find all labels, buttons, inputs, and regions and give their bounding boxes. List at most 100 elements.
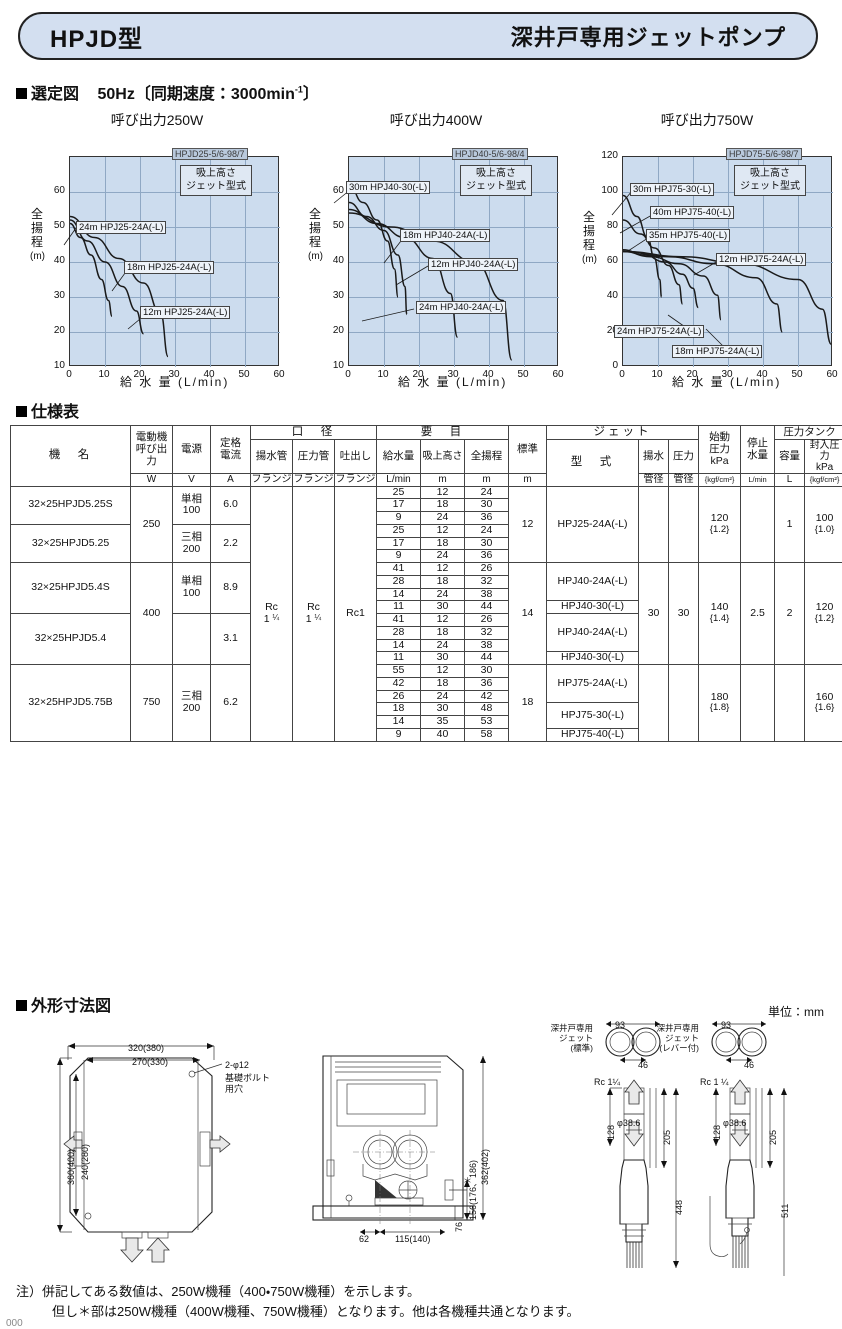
cell-supply-rate: 17: [376, 498, 422, 513]
gridline-horizontal: [623, 332, 833, 333]
table-row: 9 24 36: [11, 511, 842, 525]
cell-model-name: 32×25HPJD5.25S: [10, 485, 131, 525]
front-width-outer-label: 320(380): [128, 1043, 165, 1053]
chart-750w-title: 呼び出力750W: [660, 112, 754, 128]
footnotes: 注）併記してある数値は、250W機種（400・750W機種）を示します。 但し＊…: [16, 1282, 580, 1322]
table-row: 26 24 42: [11, 689, 842, 704]
chart-250w-legend: 吸上高さ ジェット型式: [180, 165, 252, 196]
side-width-b-label: 115(140): [395, 1234, 431, 1244]
cell-motor-rated: 750: [130, 664, 173, 742]
th-std-push-unit: m: [508, 473, 548, 487]
y-axis-tick-label: 0: [612, 360, 618, 371]
cell-total-head: 30: [464, 536, 510, 551]
th-tank-precharge-l1: 封入圧力: [809, 439, 840, 463]
cell-start-press: 120 {1.2}: [698, 485, 742, 564]
jet-standard-label-2: ジェット: [558, 1033, 593, 1044]
cell-suction-height: 24: [420, 689, 466, 704]
th-jet-lift-bore: 揚水: [638, 438, 670, 475]
cell-power: 三相 200: [172, 523, 211, 564]
curve-label: 35m HPJ75-40(-L): [646, 229, 731, 242]
gridline-horizontal: [70, 227, 280, 228]
th-suction-height: 吸上高さ: [420, 438, 466, 475]
cell-std-push: 14: [508, 562, 548, 666]
th-tank-precharge: 封入圧力 kPa: [804, 438, 842, 475]
cell-supply-rate: 11: [376, 600, 422, 615]
x-axis-tick-label: 30: [447, 369, 459, 380]
cell-jet-lift-bore: 30: [638, 562, 670, 666]
cell-suction-height: 30: [420, 651, 466, 666]
cell-suction-height: 12: [420, 664, 466, 678]
cell-supply-rate: 41: [376, 613, 422, 627]
cell-tank-precharge: 120 {1.2}: [804, 562, 842, 666]
cell-total-head: 26: [464, 613, 510, 627]
cell-bore-lift: Rc 1 ¼: [250, 485, 293, 742]
th-motor-l1: 電動機: [135, 431, 168, 444]
th-current-unit-row: A: [210, 473, 251, 487]
side-width-a-label: 62: [359, 1234, 370, 1244]
gridline-horizontal: [623, 227, 833, 228]
cell-jet-model: HPJ25-24A(-L): [546, 485, 640, 564]
gridline-horizontal: [349, 332, 559, 333]
th-bore-lift: 揚水管: [250, 438, 293, 475]
cell-supply-rate: 9: [376, 727, 422, 742]
freq-label: 50Hz: [97, 86, 135, 103]
x-axis-tick-label: 60: [826, 369, 838, 380]
y-axis-tick-label: 60: [53, 185, 65, 196]
jet-standard-thread-label: Rc 1¼: [594, 1077, 621, 1087]
th-current-l1: 定格: [220, 436, 241, 449]
th-total-head-unit: m: [464, 473, 510, 487]
th-jet-lift-bore-2: 管径: [638, 473, 670, 487]
cell-suction-height: 24: [420, 587, 466, 602]
side-height-total-label: 362(402): [480, 1148, 490, 1185]
curve-18m HPJ25-24A(-L): [69, 219, 145, 335]
th-stop-flow-l1: 停止: [747, 436, 769, 449]
front-view-drawing: [57, 1043, 231, 1263]
th-model-name: 機 名: [10, 425, 131, 487]
x-axis-tick-label: 0: [66, 369, 72, 380]
spec-table-body: 32×25HPJD5.25S 250 単相 100 6.0 Rc 1 ¼ Rc 1 ¼ Rc1 25…: [10, 485, 842, 742]
jet-lever-label: 深井戸専用 ジェット (レバー付): [637, 1023, 699, 1054]
y-axis-tick-label: 60: [606, 255, 618, 266]
chart-750w-ylabel: 全揚程 (m): [582, 210, 597, 266]
chart-250w-ylabel: 全揚程 (m): [30, 207, 45, 263]
curve-40m HPJ75-40(-L): [622, 194, 663, 298]
side-view-drawing: [312, 1055, 486, 1235]
th-motor-l2: 呼び出力: [135, 442, 168, 467]
cell-suction-height: 18: [420, 574, 466, 589]
jet-lever-drawing: [709, 1021, 787, 1276]
cell-motor-rated: 400: [130, 562, 173, 666]
table-row: 32×25HPJD5.25S 250 単相 100 6.0 Rc 1 ¼ Rc 1 ¼ Rc1 25…: [10, 485, 842, 742]
cell-model-name: 32×25HPJD5.4S: [10, 562, 131, 615]
th-tank-cap-unit: L: [774, 473, 806, 487]
x-axis-tick-label: 0: [345, 369, 351, 380]
th-start-press: 始動 圧力 kPa: [698, 424, 742, 475]
curve-label: 24m HPJ75-24A(-L): [614, 325, 705, 338]
th-current-l2: 電流: [220, 448, 241, 461]
th-start-press-l1: 始動: [709, 431, 731, 444]
y-axis-tick-label: 50: [332, 220, 344, 231]
y-axis-tick-label: 80: [606, 220, 618, 231]
section-heading-dimensions: 外形寸法図: [16, 992, 111, 1016]
cell-supply-rate: 41: [376, 562, 422, 576]
cell-total-head: 48: [464, 702, 510, 717]
cell-suction-height: 12: [420, 562, 466, 576]
gridline-horizontal: [349, 192, 559, 193]
y-axis-tick-label: 10: [332, 360, 344, 371]
th-suction-height-unit: m: [420, 473, 466, 487]
cell-supply-rate: 14: [376, 638, 422, 653]
cell-power: 三相 200: [172, 664, 211, 742]
front-height-outer-label: 360(400): [66, 1148, 76, 1185]
gridline-horizontal: [623, 297, 833, 298]
cell-jet-model: HPJ40-24A(-L): [546, 613, 640, 653]
cell-start-press: 180 {1.8}: [698, 664, 742, 742]
chart-250w-legend-title: 吸上高さ: [196, 168, 236, 179]
chart-750w-xlabel: 給 水 量 (L/min): [672, 375, 782, 389]
table-row: 42 18 36: [11, 676, 842, 691]
cell-std-push: 12: [508, 485, 548, 564]
cell-suction-height: 18: [420, 498, 466, 513]
page-number: 000: [6, 1318, 23, 1329]
y-axis-tick-label: 50: [53, 220, 65, 231]
cell-supply-rate: 9: [376, 549, 422, 564]
jet-standard-128-label: 128: [606, 1124, 616, 1140]
